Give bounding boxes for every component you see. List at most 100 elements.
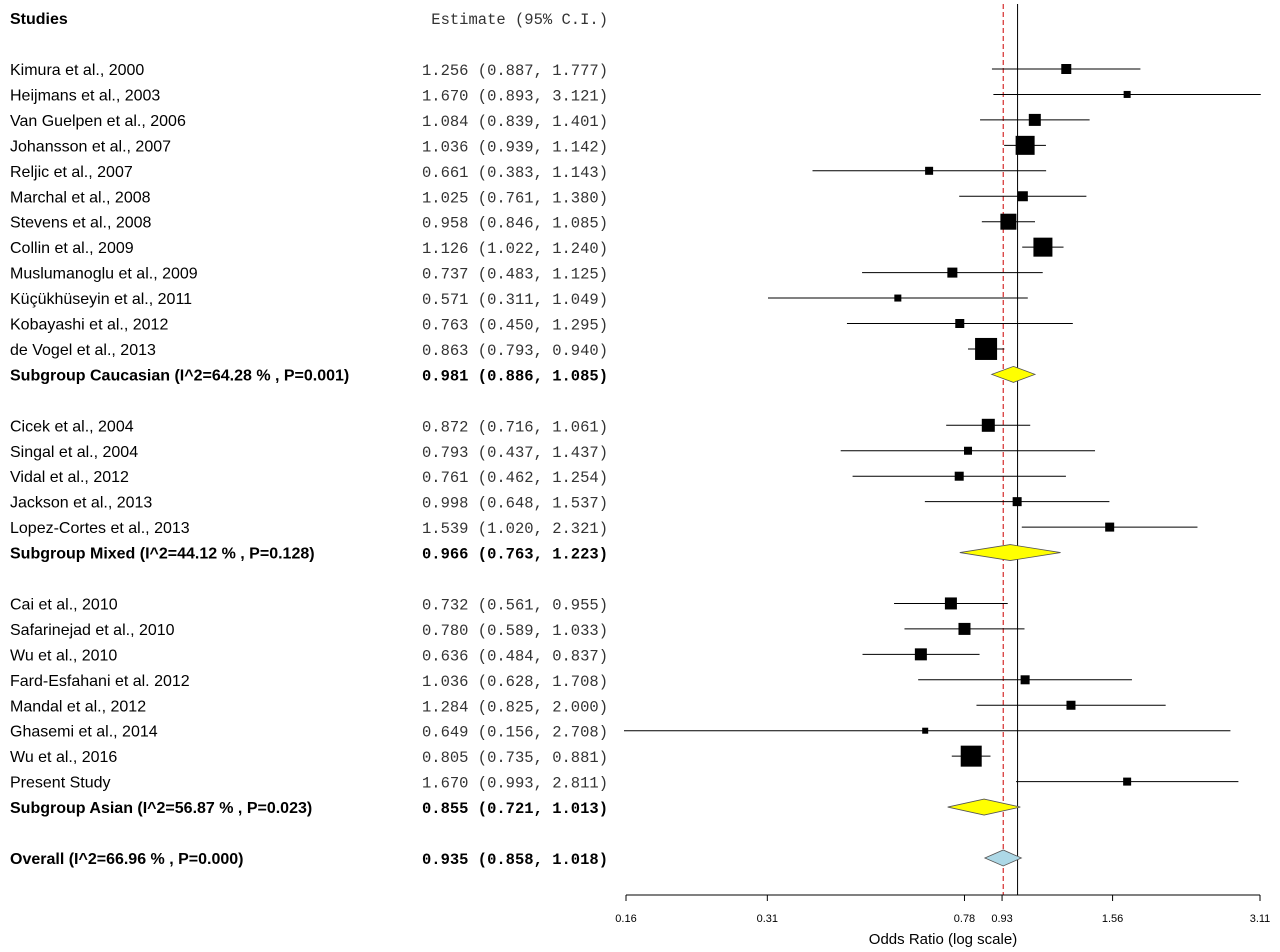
study-label: Van Guelpen et al., 2006: [10, 113, 186, 130]
estimate-header: Estimate (95% C.I.): [431, 11, 608, 29]
study-estimate: 1.256 (0.887, 1.777): [422, 62, 608, 80]
study-estimate: 0.872 (0.716, 1.061): [422, 418, 608, 436]
study-marker: [975, 337, 998, 360]
x-tick-label: 0.31: [757, 913, 778, 925]
study-estimate: 0.863 (0.793, 0.940): [422, 342, 608, 360]
study-marker: [1015, 135, 1035, 155]
study-estimate: 0.571 (0.311, 1.049): [422, 291, 608, 309]
study-label: Kimura et al., 2000: [10, 62, 144, 79]
overall-diamond: [983, 849, 1023, 867]
x-axis-title: Odds Ratio (log scale): [869, 931, 1017, 948]
study-marker: [922, 727, 929, 734]
study-label: Stevens et al., 2008: [10, 215, 152, 232]
subgroup-label: Subgroup Asian (I^2=56.87 % , P=0.023): [10, 800, 312, 817]
study-label: Heijmans et al., 2003: [10, 87, 160, 104]
study-marker: [914, 648, 927, 661]
subgroup-diamond: [959, 544, 1061, 561]
study-estimate: 1.284 (0.825, 2.000): [422, 698, 608, 716]
study-label: Fard-Esfahani et al. 2012: [10, 673, 190, 690]
study-estimate: 1.025 (0.761, 1.380): [422, 189, 608, 207]
study-estimate: 1.036 (0.628, 1.708): [422, 673, 608, 691]
overall-label: Overall (I^2=66.96 % , P=0.000): [10, 851, 244, 868]
study-label: Safarinejad et al., 2010: [10, 622, 175, 639]
study-estimate: 1.670 (0.893, 3.121): [422, 87, 608, 105]
study-marker: [894, 294, 902, 302]
study-estimate: 1.126 (1.022, 1.240): [422, 240, 608, 258]
x-axis: 0.16 0.31 0.78 0.93 1.56 3.11: [615, 894, 1271, 925]
x-tick-label: 0.78: [954, 913, 975, 925]
study-estimate: 0.805 (0.735, 0.881): [422, 749, 608, 767]
study-estimate: 0.636 (0.484, 0.837): [422, 647, 608, 665]
study-marker: [1123, 90, 1131, 98]
study-label: de Vogel et al., 2013: [10, 342, 156, 359]
study-marker: [981, 418, 995, 432]
study-marker: [1012, 497, 1022, 507]
study-estimate: 0.793 (0.437, 1.437): [422, 444, 608, 462]
study-marker: [925, 166, 934, 175]
study-label: Lopez-Cortes et al., 2013: [10, 520, 190, 537]
study-marker: [1123, 777, 1132, 786]
study-marker: [1020, 675, 1030, 685]
study-estimate: 0.661 (0.383, 1.143): [422, 164, 608, 182]
subgroup-diamond: [947, 798, 1021, 816]
plot-area: [624, 4, 1261, 895]
study-estimate: 0.732 (0.561, 0.955): [422, 596, 608, 614]
study-marker: [944, 597, 957, 610]
study-estimate: 1.539 (1.020, 2.321): [422, 520, 608, 538]
study-label: Wu et al., 2010: [10, 647, 117, 664]
x-tick-label: 0.16: [615, 913, 636, 925]
study-marker: [1105, 522, 1115, 532]
study-estimate: 1.036 (0.939, 1.142): [422, 138, 608, 156]
study-label: Jackson et al., 2013: [10, 495, 152, 512]
study-marker: [1061, 64, 1072, 74]
x-tick-label: 3.11: [1250, 913, 1271, 925]
study-marker: [954, 471, 964, 481]
study-label: Collin et al., 2009: [10, 240, 134, 257]
study-estimate: 0.761 (0.462, 1.254): [422, 469, 608, 487]
study-marker: [964, 446, 973, 455]
study-label: Wu et al., 2016: [10, 749, 117, 766]
subgroup-diamond: [990, 365, 1037, 383]
subgroup-estimate: 0.855 (0.721, 1.013): [422, 800, 608, 818]
subgroup-estimate: 0.981 (0.886, 1.085): [422, 367, 608, 385]
study-label: Mandal et al., 2012: [10, 698, 146, 715]
study-estimate: 0.998 (0.648, 1.537): [422, 495, 608, 513]
study-label: Muslumanoglu et al., 2009: [10, 266, 198, 283]
studies-header: Studies: [10, 11, 68, 28]
subgroup-estimate: 0.966 (0.763, 1.223): [422, 546, 608, 564]
study-estimate: 1.084 (0.839, 1.401): [422, 113, 608, 131]
study-marker: [960, 745, 982, 767]
subgroup-label: Subgroup Mixed (I^2=44.12 % , P=0.128): [10, 546, 315, 563]
study-label: Johansson et al., 2007: [10, 138, 171, 155]
study-label: Kobayashi et al., 2012: [10, 317, 168, 334]
overall-estimate: 0.935 (0.858, 1.018): [422, 851, 608, 869]
study-label: Reljic et al., 2007: [10, 164, 133, 181]
study-label: Cicek et al., 2004: [10, 418, 134, 435]
study-marker: [1000, 213, 1017, 230]
study-marker: [955, 319, 965, 328]
x-tick-label: 1.56: [1102, 913, 1123, 925]
study-marker: [1066, 700, 1076, 710]
study-marker: [958, 622, 971, 635]
study-rows: Kimura et al., 2000 1.256 (0.887, 1.777) H…: [10, 62, 608, 869]
study-label: Ghasemi et al., 2014: [10, 724, 158, 741]
study-marker: [1017, 191, 1028, 202]
study-label: Cai et al., 2010: [10, 596, 118, 613]
study-marker: [1033, 237, 1053, 257]
subgroup-label: Subgroup Caucasian (I^2=64.28 % , P=0.00…: [10, 367, 349, 384]
study-label: Küçükhüseyin et al., 2011: [10, 291, 192, 308]
study-estimate: 0.763 (0.450, 1.295): [422, 317, 608, 335]
study-marker: [1028, 113, 1041, 126]
study-label: Vidal et al., 2012: [10, 469, 129, 486]
study-estimate: 0.780 (0.589, 1.033): [422, 622, 608, 640]
study-label: Present Study: [10, 775, 111, 792]
study-label: Marchal et al., 2008: [10, 189, 151, 206]
study-estimate: 0.958 (0.846, 1.085): [422, 215, 608, 233]
x-tick-label: 0.93: [991, 913, 1012, 925]
study-estimate: 0.649 (0.156, 2.708): [422, 724, 608, 742]
study-estimate: 1.670 (0.993, 2.811): [422, 775, 608, 793]
study-marker: [947, 267, 958, 278]
study-label: Singal et al., 2004: [10, 444, 138, 461]
study-estimate: 0.737 (0.483, 1.125): [422, 266, 608, 284]
